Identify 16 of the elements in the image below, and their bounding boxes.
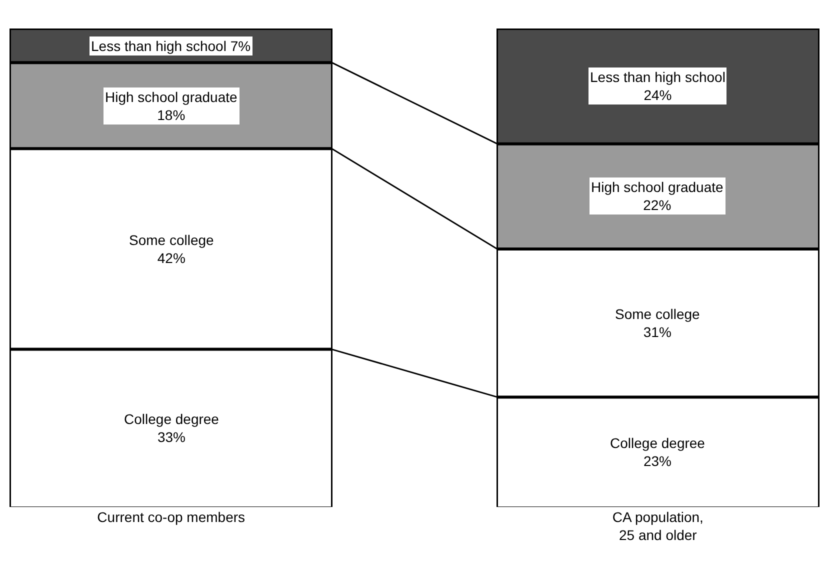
text: High school graduate — [591, 179, 724, 195]
data-label: 31% — [643, 324, 672, 340]
data-label: 22% — [643, 197, 672, 214]
series-label: College degree — [610, 435, 706, 451]
x-tick-label: Current co-op members — [97, 509, 246, 525]
text: Some college — [129, 232, 214, 248]
data-label: 42% — [157, 250, 186, 266]
series-label: Less than high school — [590, 69, 726, 85]
data-label: 24% — [644, 87, 672, 104]
text: College degree — [124, 411, 219, 427]
x-tick-label: CA population, 25 and older — [612, 509, 704, 544]
data-label: 18% — [157, 107, 186, 124]
series-label: Some college — [615, 306, 700, 322]
data-label: 23% — [643, 453, 672, 470]
series-label: High school graduate — [105, 89, 238, 105]
data-label: 33% — [157, 429, 186, 446]
